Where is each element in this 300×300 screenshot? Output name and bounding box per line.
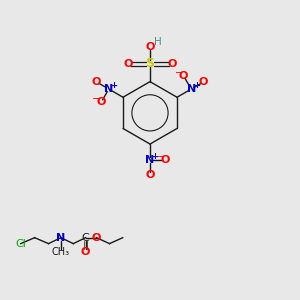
Text: N: N bbox=[56, 233, 65, 243]
Text: −: − bbox=[157, 152, 165, 162]
Text: +: + bbox=[110, 81, 117, 90]
Text: O: O bbox=[161, 155, 170, 165]
Text: O: O bbox=[179, 71, 188, 81]
Text: O: O bbox=[199, 77, 208, 87]
Text: −: − bbox=[175, 68, 183, 78]
Text: +: + bbox=[152, 152, 159, 161]
Text: C: C bbox=[82, 233, 89, 243]
Text: O: O bbox=[145, 42, 155, 52]
Text: −: − bbox=[92, 94, 101, 104]
Text: O: O bbox=[123, 59, 132, 69]
Text: O: O bbox=[81, 247, 90, 257]
Text: O: O bbox=[92, 233, 101, 243]
Text: N: N bbox=[187, 84, 196, 94]
Text: S: S bbox=[146, 57, 154, 70]
Text: H: H bbox=[154, 37, 161, 47]
Text: Cl: Cl bbox=[15, 238, 26, 249]
Text: N: N bbox=[104, 84, 113, 94]
Text: N: N bbox=[146, 155, 154, 165]
Text: O: O bbox=[145, 170, 155, 180]
Text: CH₃: CH₃ bbox=[52, 247, 70, 257]
Text: O: O bbox=[96, 98, 106, 107]
Text: O: O bbox=[168, 59, 177, 69]
Text: +: + bbox=[193, 81, 200, 90]
Text: O: O bbox=[92, 77, 101, 87]
